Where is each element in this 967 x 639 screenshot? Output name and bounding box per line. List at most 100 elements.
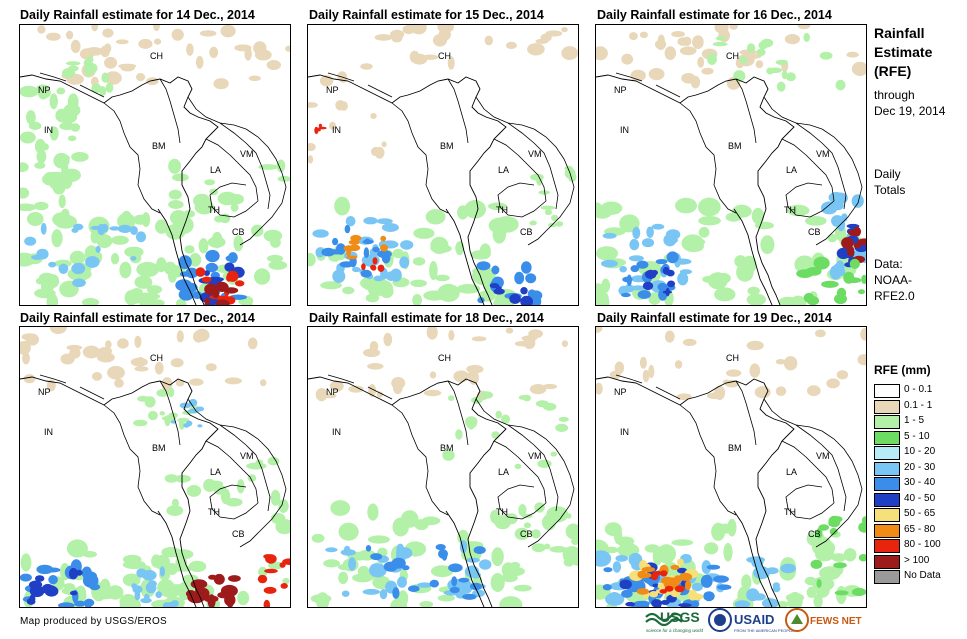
rain-blob [775,386,787,396]
country-border [615,374,643,384]
rain-blob [334,196,350,216]
rain-blob [677,567,688,574]
rain-blob [109,226,120,231]
rain-blob [657,34,665,47]
rain-blob [147,410,158,421]
rain-blob [107,585,124,600]
rain-blob [479,559,492,570]
legend-label: 50 - 65 [904,508,936,519]
rain-blob [561,46,578,61]
country-border [497,182,547,218]
map-panel-19-dec: CH NP IN BM LA VM TH CB [595,326,867,608]
rain-blob [104,71,122,85]
country-label-vm: VM [240,451,254,461]
rain-blob [441,550,448,561]
rain-blob [807,385,821,397]
rain-blob [367,363,384,370]
country-label-vm: VM [816,149,830,159]
rain-blob [29,594,36,603]
rain-blob [676,393,692,401]
rain-blob [348,385,364,393]
rain-blob [659,589,668,594]
rain-blob [154,361,164,375]
rain-blob [91,372,103,381]
rain-blob [380,244,388,252]
rain-blob [432,34,448,47]
country-border [103,102,161,214]
rain-blob [734,600,751,607]
rain-blob [806,296,820,305]
country-label-bm: BM [440,141,454,151]
rain-blob [95,245,101,253]
rain-blob [136,357,145,366]
rain-blob [100,578,111,595]
rain-blob [525,273,537,284]
rain-blob [267,456,280,466]
rain-blob [741,574,752,591]
rain-blob [308,155,314,164]
rain-blob [258,566,268,578]
rainfall-map: CH NP IN BM LA VM TH CB [596,327,866,607]
rain-blob [527,43,545,56]
rain-blob [652,571,663,576]
rain-blob [754,221,774,230]
rain-blob [153,25,160,32]
country-border [39,72,67,82]
rain-blob [66,539,88,558]
rain-blob [605,592,625,606]
rain-blob [282,558,290,565]
country-label-cb: CB [232,529,245,539]
rain-blob [166,505,184,516]
rain-blob [188,398,198,407]
legend-label: 30 - 40 [904,477,936,488]
rain-blob [134,366,149,372]
rain-blob [321,247,336,257]
rain-blob [376,218,393,225]
rain-blob [100,45,110,58]
rain-blob [329,249,342,255]
rain-blob [828,515,841,528]
legend-label: 20 - 30 [904,461,936,473]
rain-blob [371,146,381,157]
rain-blob [346,255,358,260]
country-label-vm: VM [240,149,254,159]
rain-blob [534,502,545,513]
rain-blob [228,575,241,582]
rain-blob [678,603,692,607]
rain-blob [430,565,454,578]
legend-label: > 100 [904,554,930,566]
rain-blob [621,53,634,65]
rain-blob [815,329,826,338]
rain-blob [540,33,552,42]
rain-blob [44,585,59,597]
rain-blob [639,31,648,38]
rain-blob [164,261,177,275]
rain-blob [217,591,230,599]
legend-title: RFE (mm) [874,363,931,377]
country-label-th: TH [784,205,796,215]
rain-blob [678,572,693,581]
rain-blob [20,85,39,98]
rain-blob [66,344,83,351]
rain-blob [495,410,502,419]
rain-blob [83,598,95,607]
rain-blob [687,240,704,252]
rain-blob [739,56,748,64]
rain-blob [193,330,204,343]
rain-blob [377,264,385,272]
rain-blob [746,340,764,351]
rain-blob [122,573,141,587]
rain-blob [601,259,618,268]
rain-blob [612,561,622,573]
rain-blob [435,544,446,551]
country-label-np: NP [614,387,627,397]
rain-blob [130,256,137,261]
rain-blob [503,566,525,577]
country-label-ch: CH [438,51,451,61]
legend-label: No Data [904,570,941,581]
rain-blob [119,261,132,279]
rain-blob [520,287,528,295]
country-border [596,74,795,305]
rain-blob [596,207,612,219]
country-label-in: IN [44,427,53,437]
